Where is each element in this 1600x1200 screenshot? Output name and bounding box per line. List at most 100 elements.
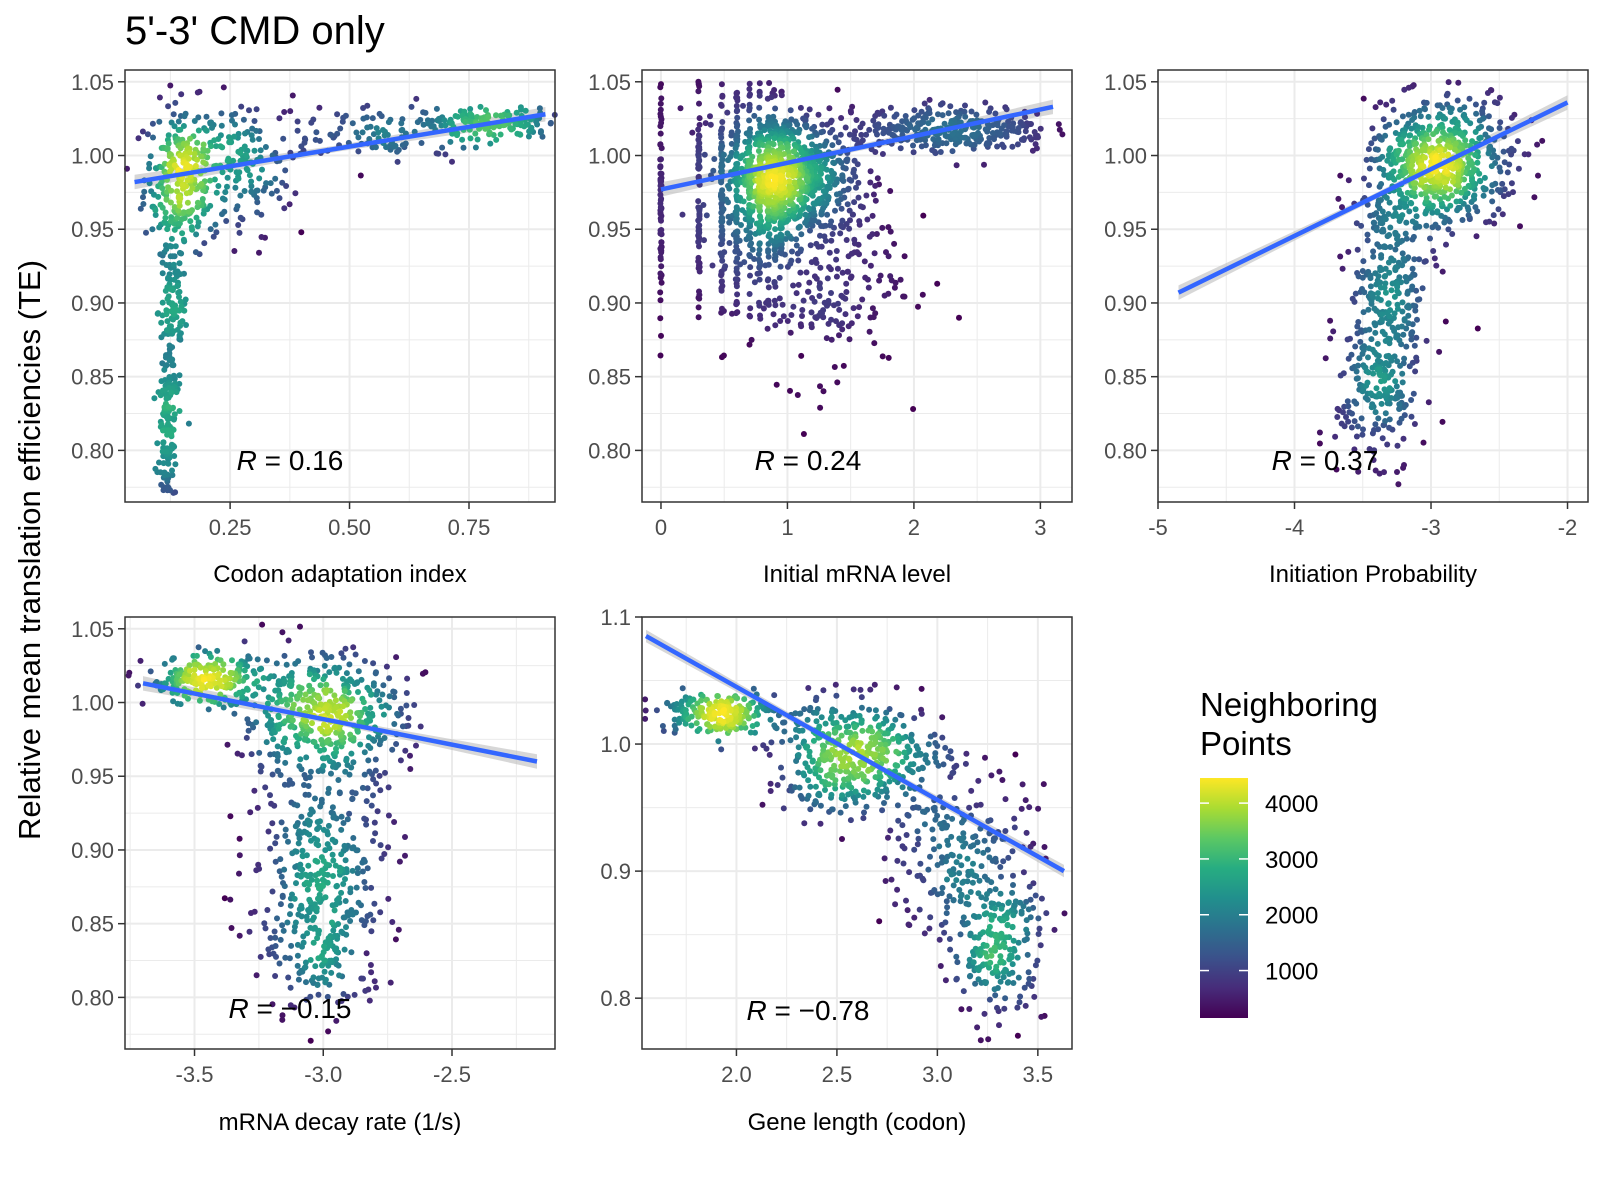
data-point <box>846 176 853 183</box>
data-point <box>265 675 272 682</box>
data-point <box>943 140 950 147</box>
data-point <box>369 115 376 122</box>
data-point <box>1037 125 1044 132</box>
data-point <box>1461 185 1468 192</box>
data-point <box>701 151 708 158</box>
data-point <box>354 727 361 733</box>
data-point <box>366 136 373 142</box>
data-point <box>1510 189 1516 196</box>
data-point <box>325 822 332 829</box>
data-point <box>1437 147 1444 154</box>
data-point <box>1379 220 1386 227</box>
data-point <box>282 718 289 725</box>
data-point <box>689 129 696 136</box>
data-point <box>912 126 919 133</box>
data-point <box>378 855 385 862</box>
data-point <box>175 282 181 289</box>
data-point <box>746 132 753 139</box>
data-point <box>755 251 762 258</box>
data-point <box>768 237 775 244</box>
data-point <box>171 453 178 459</box>
data-point <box>493 136 500 143</box>
data-point <box>168 235 175 242</box>
data-point <box>385 119 392 126</box>
data-point <box>1393 383 1400 390</box>
data-point <box>243 734 250 741</box>
data-point <box>171 123 178 130</box>
data-point <box>790 303 797 310</box>
data-point <box>1466 159 1473 166</box>
data-point <box>277 901 284 908</box>
data-point <box>1423 99 1430 106</box>
data-point <box>1481 174 1488 181</box>
regression-line <box>1177 100 1569 295</box>
data-point <box>657 164 664 171</box>
data-point <box>1366 182 1372 189</box>
data-point <box>191 150 198 157</box>
x-tick-label: 0.25 <box>209 515 252 540</box>
data-point <box>1382 216 1389 223</box>
data-point <box>657 130 664 137</box>
data-point <box>176 408 183 414</box>
data-point <box>1405 84 1412 91</box>
data-point <box>1347 335 1353 342</box>
data-point <box>355 689 361 695</box>
data-point <box>280 135 287 142</box>
data-point <box>1423 337 1430 344</box>
data-point <box>1403 343 1410 350</box>
data-point <box>992 110 999 117</box>
data-point <box>939 112 946 119</box>
data-point <box>1381 331 1388 338</box>
data-point <box>395 926 402 933</box>
data-point <box>285 974 292 981</box>
data-point <box>1399 379 1406 386</box>
data-point <box>248 188 255 195</box>
data-point <box>839 326 846 333</box>
data-point <box>323 655 330 661</box>
data-point <box>156 459 162 466</box>
data-point <box>695 304 702 311</box>
data-point <box>1462 137 1469 144</box>
data-point <box>170 261 177 268</box>
data-point <box>1401 86 1408 93</box>
data-point <box>281 883 288 890</box>
data-point <box>695 88 702 95</box>
data-point <box>370 660 377 667</box>
data-point <box>1377 297 1384 303</box>
data-point <box>1534 141 1541 148</box>
data-point <box>1372 329 1379 336</box>
data-point <box>1426 126 1432 133</box>
data-point <box>164 483 171 490</box>
data-point <box>887 228 894 235</box>
data-point <box>1506 161 1513 168</box>
data-point <box>139 700 146 707</box>
data-point <box>188 224 195 231</box>
data-point <box>1411 256 1418 263</box>
data-point <box>853 117 860 123</box>
data-point <box>179 230 186 237</box>
data-point <box>1413 287 1420 294</box>
data-point <box>251 787 258 794</box>
data-point <box>732 145 739 152</box>
data-point <box>237 150 244 157</box>
data-point <box>300 716 307 723</box>
data-point <box>264 907 271 913</box>
data-point <box>1390 168 1397 175</box>
data-point <box>341 842 348 849</box>
data-point <box>365 742 372 749</box>
data-point <box>305 791 312 798</box>
data-point <box>1017 119 1024 126</box>
data-point <box>350 835 357 841</box>
data-point <box>275 714 282 721</box>
data-point <box>193 652 200 659</box>
data-point <box>187 218 194 225</box>
data-point <box>1425 113 1432 120</box>
data-point <box>152 212 159 218</box>
y-tick-label: 1.00 <box>588 144 631 169</box>
data-point <box>1392 205 1399 212</box>
data-point <box>902 113 909 119</box>
data-point <box>1474 325 1481 332</box>
y-tick-label: 0.85 <box>588 365 631 390</box>
data-point <box>336 868 343 875</box>
data-point <box>435 150 442 157</box>
